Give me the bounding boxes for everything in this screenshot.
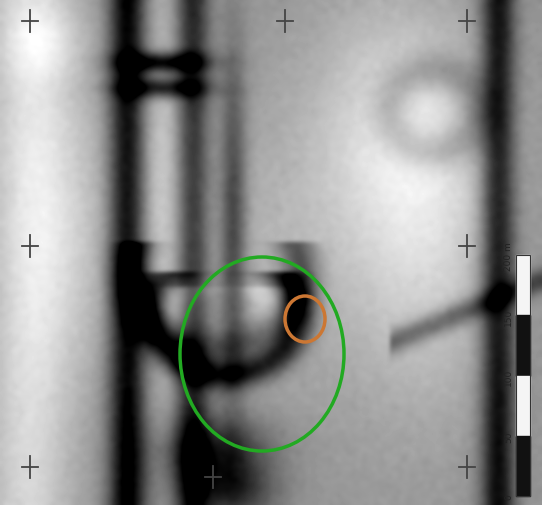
Bar bbox=[516, 256, 530, 496]
Bar bbox=[516, 256, 530, 316]
Bar bbox=[516, 376, 530, 436]
Bar bbox=[516, 316, 530, 376]
Text: 50: 50 bbox=[504, 430, 513, 442]
Text: 0: 0 bbox=[504, 493, 513, 499]
Text: 150: 150 bbox=[504, 308, 513, 325]
Bar bbox=[516, 436, 530, 496]
Text: 100: 100 bbox=[504, 368, 513, 385]
Text: 200 m: 200 m bbox=[504, 242, 513, 271]
